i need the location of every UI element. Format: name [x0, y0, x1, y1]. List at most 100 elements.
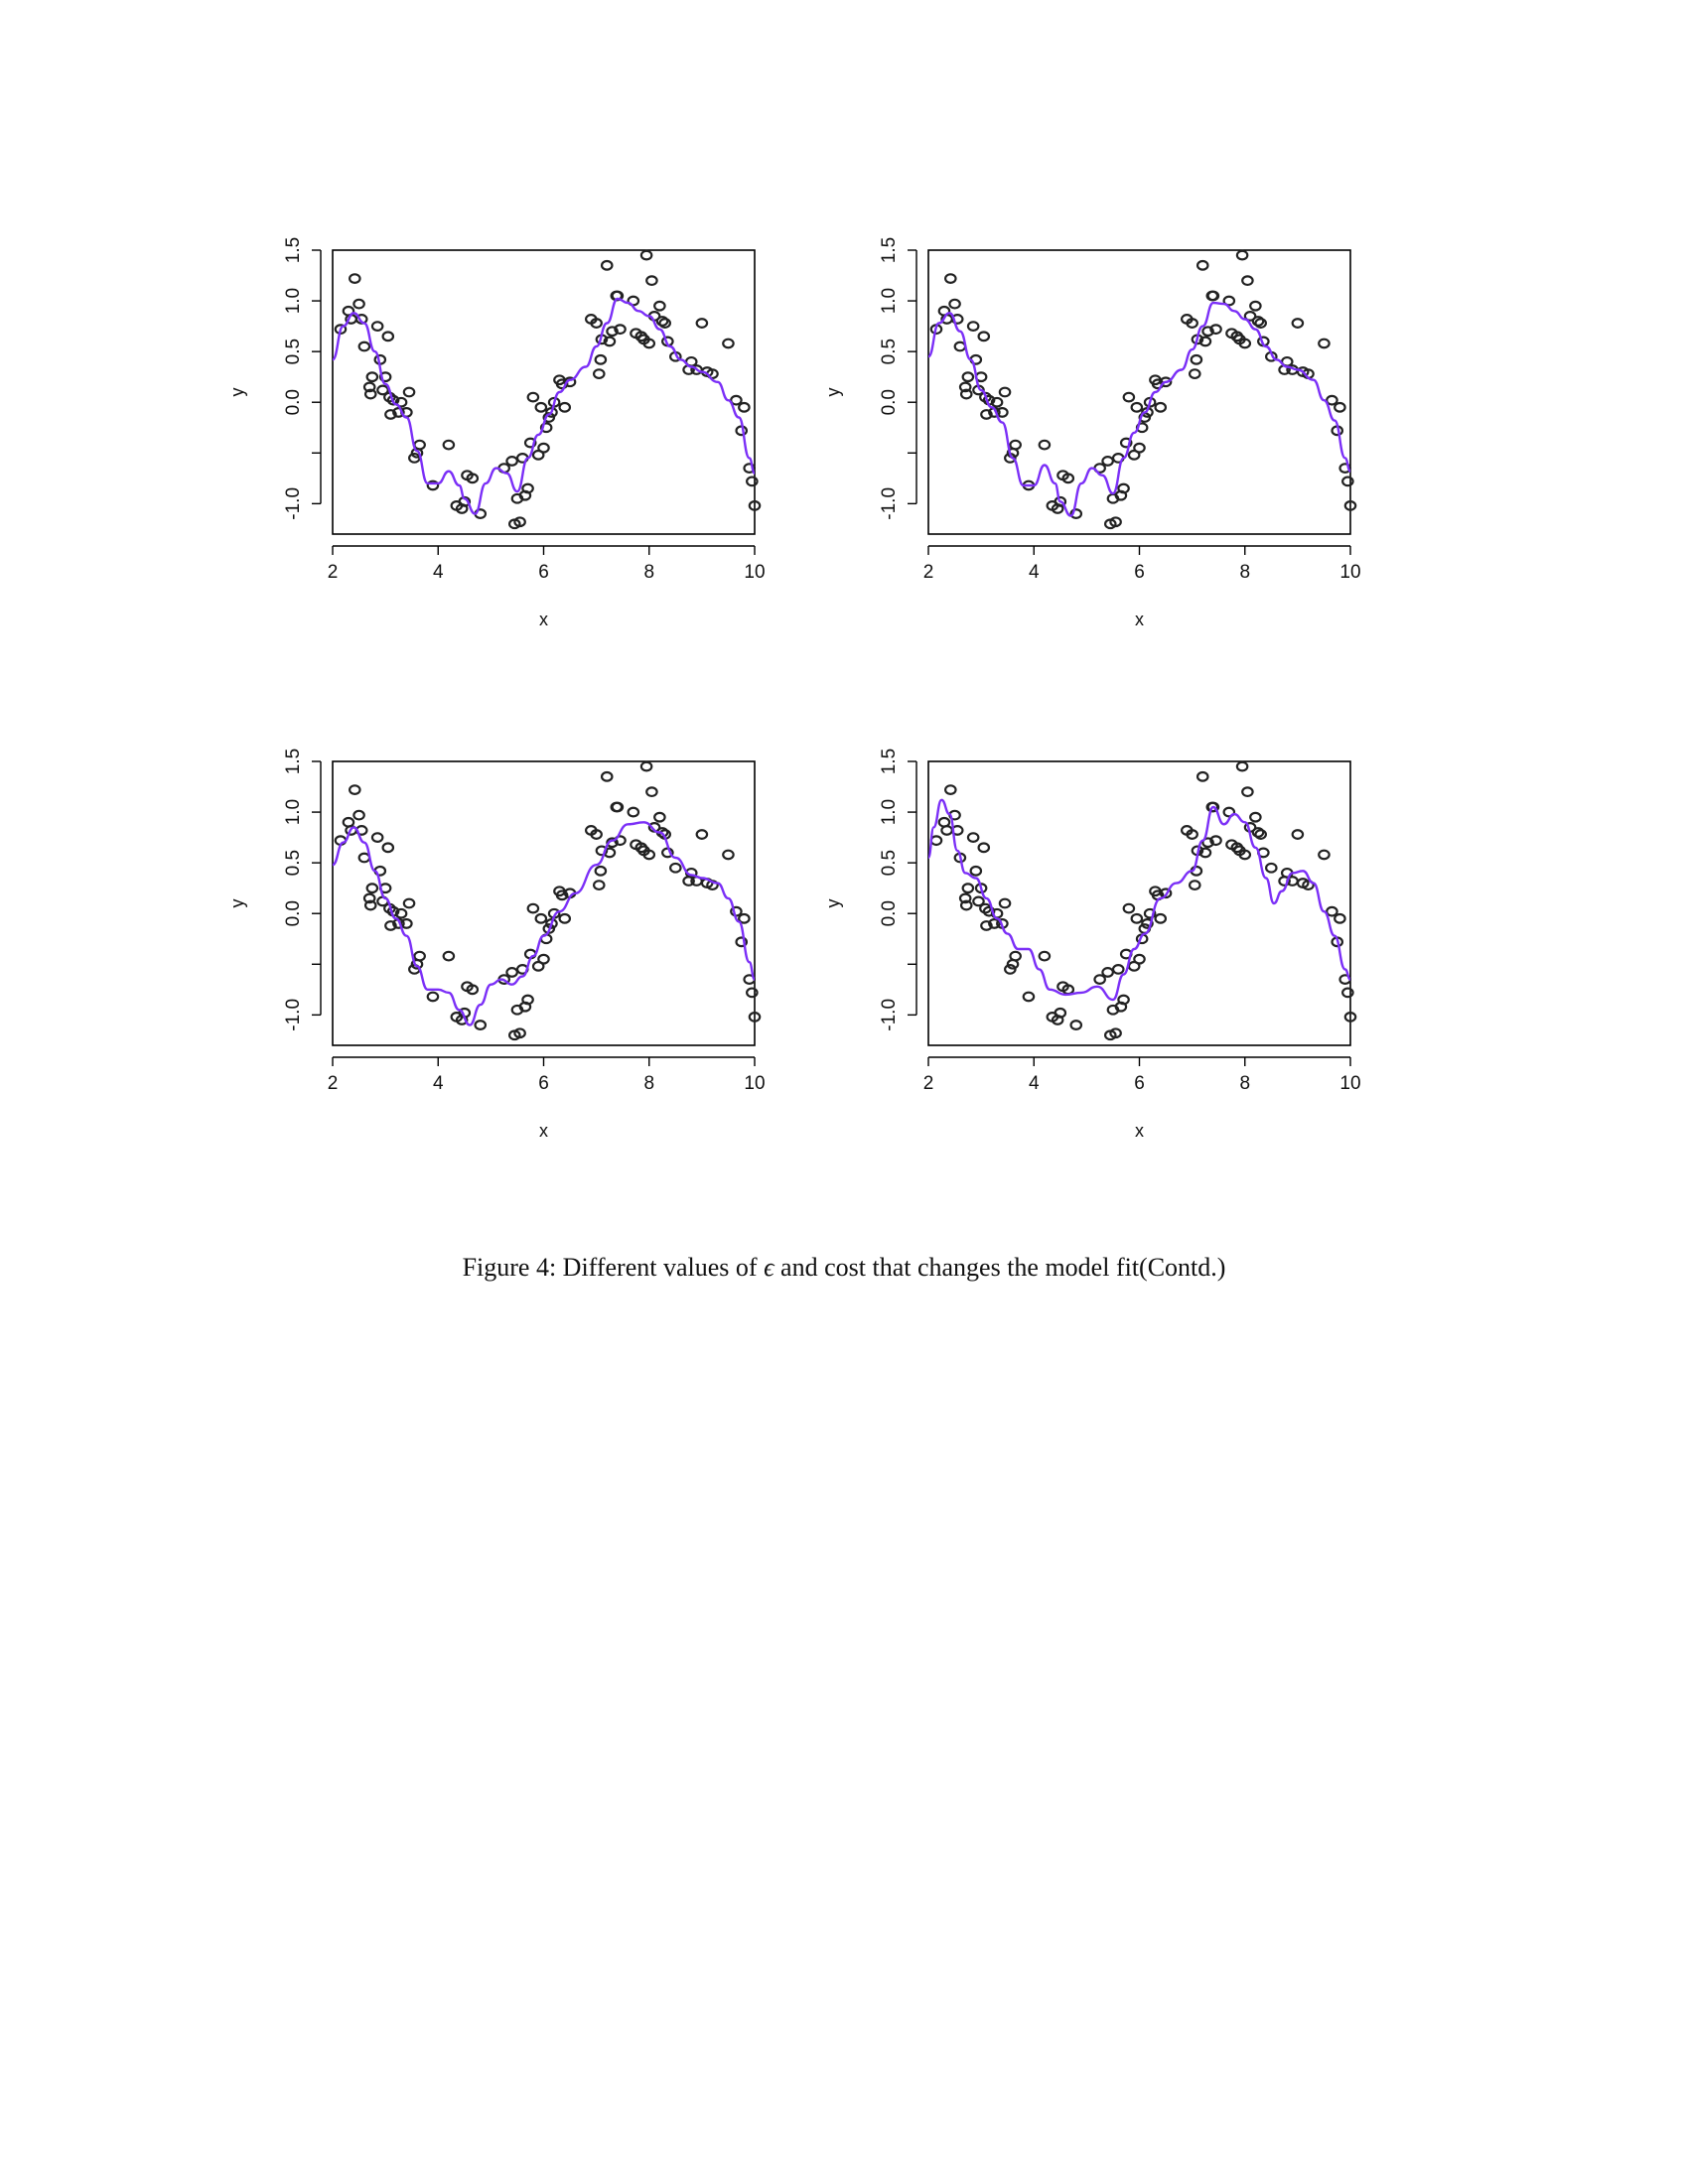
data-point — [413, 439, 426, 451]
y-axis-label: y — [227, 388, 247, 397]
y-axis-label: y — [227, 899, 247, 908]
data-point — [1111, 963, 1125, 975]
fit-line — [926, 301, 1351, 517]
data-point — [611, 290, 625, 302]
y-tick-label: 0.0 — [879, 900, 900, 926]
x-tick-label: 10 — [744, 562, 765, 583]
data-point — [988, 918, 1001, 929]
data-point — [1241, 786, 1254, 798]
fit-line — [331, 297, 756, 515]
data-point — [738, 401, 751, 413]
data-point — [600, 259, 614, 271]
data-point — [611, 801, 625, 813]
data-point — [722, 338, 735, 349]
data-point — [1188, 880, 1201, 891]
y-tick-label: 1.0 — [283, 799, 304, 825]
data-point — [980, 409, 993, 420]
data-point — [645, 275, 658, 287]
data-point — [958, 892, 972, 904]
data-point — [1186, 829, 1198, 840]
data-point — [735, 936, 749, 948]
data-point — [1154, 912, 1168, 924]
data-point — [352, 809, 365, 821]
chart-svg-top-left: 2 4 6 8 10 x -1.0 0.0 0.5 1.0 1.5 y — [227, 237, 766, 629]
data-point — [980, 920, 993, 931]
data-point — [1061, 473, 1075, 484]
data-point — [595, 845, 609, 857]
data-point — [1338, 463, 1351, 475]
x-tick-label: 8 — [1239, 562, 1250, 583]
data-point — [1238, 849, 1252, 861]
y-tick-label: 0.5 — [879, 850, 900, 876]
data-point — [394, 396, 408, 408]
x-tick-label: 8 — [643, 1073, 654, 1094]
data-point — [1291, 829, 1305, 840]
data-point — [950, 314, 964, 325]
data-point — [977, 331, 991, 342]
data-point — [1038, 439, 1052, 451]
data-point — [653, 811, 666, 823]
data-point — [402, 386, 416, 398]
data-point — [748, 500, 762, 511]
y-tick-label: 1.5 — [283, 749, 304, 774]
data-point — [413, 950, 426, 962]
data-point — [386, 394, 400, 406]
data-point — [982, 905, 996, 917]
data-point — [1334, 401, 1346, 413]
data-point — [590, 318, 603, 329]
data-point — [1093, 974, 1106, 986]
data-point — [1117, 994, 1130, 1006]
data-point — [1022, 991, 1036, 1003]
data-point — [730, 394, 743, 406]
data-point — [1343, 500, 1357, 511]
data-point — [1004, 963, 1017, 975]
data-point — [592, 368, 606, 380]
data-point — [1122, 391, 1136, 403]
data-point — [349, 273, 361, 284]
data-point — [1009, 950, 1022, 962]
data-point — [1222, 806, 1236, 818]
data-point — [1235, 249, 1249, 261]
data-point — [1069, 1020, 1083, 1030]
data-point — [442, 439, 456, 451]
data-point — [1334, 912, 1346, 924]
data-point — [1291, 318, 1305, 329]
data-point — [362, 381, 376, 393]
x-tick-label: 6 — [1134, 1073, 1145, 1094]
data-point — [537, 442, 550, 454]
y-tick-label: -1.0 — [879, 487, 900, 520]
data-point — [370, 321, 384, 333]
data-point — [1186, 318, 1198, 329]
data-point — [592, 880, 606, 891]
data-point — [1243, 310, 1257, 322]
data-point — [505, 967, 518, 978]
data-point — [655, 316, 669, 327]
x-tick-label: 2 — [328, 562, 339, 583]
x-tick-label: 8 — [1239, 1073, 1250, 1094]
data-point — [1119, 437, 1133, 449]
data-point — [1154, 401, 1168, 413]
data-point — [1254, 829, 1267, 840]
data-point — [627, 806, 640, 818]
data-point — [363, 388, 377, 400]
data-point — [354, 314, 368, 325]
data-point — [1235, 760, 1249, 772]
chart-svg-bottom-right: 2 4 6 8 10 x -1.0 0.0 0.5 1.0 1.5 y — [823, 749, 1361, 1141]
data-point — [1122, 902, 1136, 914]
y-tick-label: -1.0 — [283, 999, 304, 1031]
x-axis-label: x — [1135, 1121, 1144, 1141]
data-point — [600, 770, 614, 782]
data-point — [743, 463, 756, 475]
data-point — [526, 902, 540, 914]
data-point — [1101, 456, 1114, 467]
data-point — [381, 842, 395, 854]
x-tick-label: 2 — [923, 562, 934, 583]
data-point — [1117, 482, 1130, 494]
data-point — [394, 907, 408, 919]
data-point — [384, 409, 397, 420]
fit-line — [332, 821, 757, 1026]
data-point — [966, 321, 980, 333]
data-point — [944, 784, 957, 795]
data-point — [998, 386, 1012, 398]
data-point — [1201, 837, 1214, 849]
